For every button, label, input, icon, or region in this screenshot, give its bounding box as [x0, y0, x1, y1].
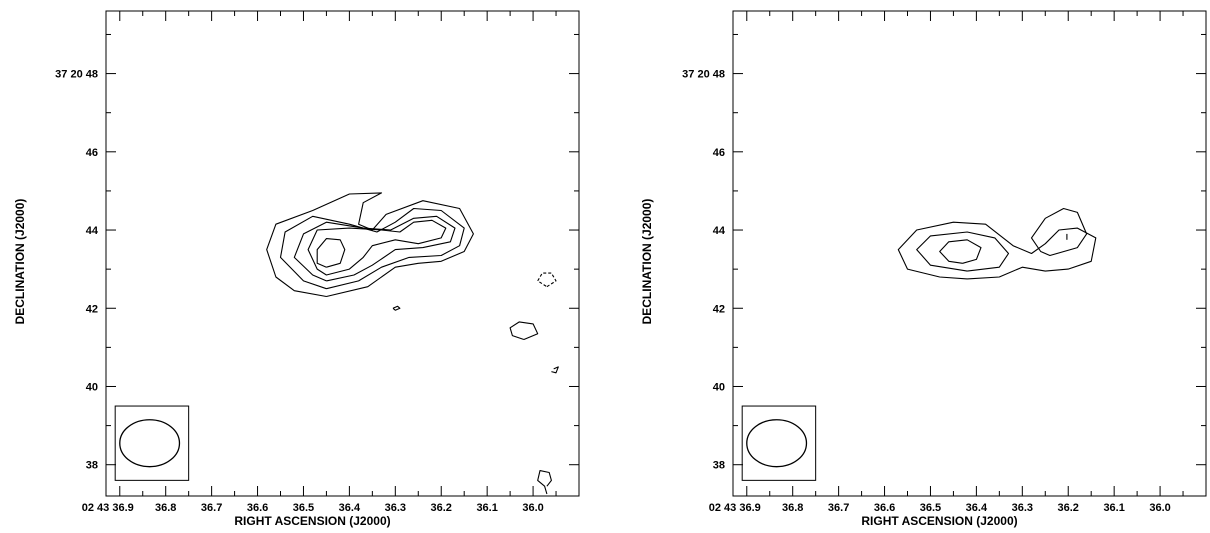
y-tick-label: 37 20 48: [55, 69, 98, 81]
plot-frame: [732, 10, 1207, 497]
y-tick-label: 44: [713, 225, 726, 237]
x-tick-label: 36.1: [1103, 502, 1124, 514]
x-axis-title: RIGHT ASCENSION (J2000): [234, 514, 390, 528]
beam-ellipse: [119, 419, 181, 468]
x-tick-label: 36.2: [431, 502, 452, 514]
contour-level-5: [316, 238, 346, 268]
y-tick-label: 37 20 48: [682, 69, 725, 81]
contour-level-1: [537, 470, 552, 495]
ticks: [106, 11, 579, 496]
x-tick-label: 36.5: [920, 502, 941, 514]
contour-level-2: [1030, 207, 1088, 257]
beam-ellipse: [746, 419, 808, 468]
x-tick-label: 36.8: [782, 502, 803, 514]
contours: [897, 207, 1097, 280]
panel-right: 02 43 36.9 36.8 36.7 36.6 36.5 36.4 36.3 36.2 36…: [640, 10, 1207, 528]
contour-level-1: [897, 221, 1097, 280]
y-tick-label: 42: [713, 303, 725, 315]
contour-level-1: [509, 321, 539, 341]
x-tick-label: 36.0: [522, 502, 543, 514]
beam-box: [114, 405, 190, 481]
y-tick-label: 40: [86, 381, 98, 393]
x-tick-label: 36.3: [1012, 502, 1033, 514]
x-tick-label: 36.7: [201, 502, 222, 514]
contour-level-1: [266, 192, 474, 298]
contour-level-3: [939, 239, 982, 264]
y-tick-label: 46: [713, 147, 725, 159]
x-tick-label: 36.6: [247, 502, 268, 514]
x-tick-label: 36.6: [874, 502, 895, 514]
x-tick-label: 36.5: [293, 502, 314, 514]
y-tick-label: 44: [86, 225, 99, 237]
y-axis-title: DECLINATION (J2000): [640, 199, 654, 325]
x-axis-title: RIGHT ASCENSION (J2000): [861, 514, 1017, 528]
y-tick-label: 38: [86, 460, 98, 472]
beam-box: [741, 405, 817, 481]
plot-frame: [105, 10, 580, 497]
y-axis-title: DECLINATION (J2000): [13, 199, 27, 325]
x-tick-label: 36.4: [966, 502, 988, 514]
x-tick-label: 02 43 36.9: [709, 502, 761, 514]
x-tick-label: 02 43 36.9: [82, 502, 134, 514]
ticks: [733, 11, 1206, 496]
y-tick-label: 42: [86, 303, 98, 315]
x-tick-label: 36.8: [155, 502, 176, 514]
contour-level-1: [392, 305, 401, 311]
x-tick-label: 36.2: [1058, 502, 1079, 514]
x-tick-label: 36.0: [1149, 502, 1170, 514]
x-tick-label: 36.7: [828, 502, 849, 514]
x-tick-label: 36.1: [476, 502, 497, 514]
contour-level-1: [551, 366, 559, 374]
contour-level-4: [307, 219, 447, 276]
y-tick-label: 46: [86, 147, 98, 159]
contour-level-2: [916, 231, 1010, 272]
y-tick-label: 38: [713, 460, 725, 472]
contours: [266, 192, 559, 495]
x-tick-label: 36.3: [385, 502, 406, 514]
negative-contour: [537, 272, 557, 288]
y-tick-label: 40: [713, 381, 725, 393]
x-tick-label: 36.4: [339, 502, 361, 514]
contour-level-3: [293, 215, 456, 282]
contour-level-2: [279, 207, 465, 290]
panel-left: 02 43 36.9 36.8 36.7 36.6 36.5 36.4 36.3 36.2 36…: [13, 10, 580, 528]
